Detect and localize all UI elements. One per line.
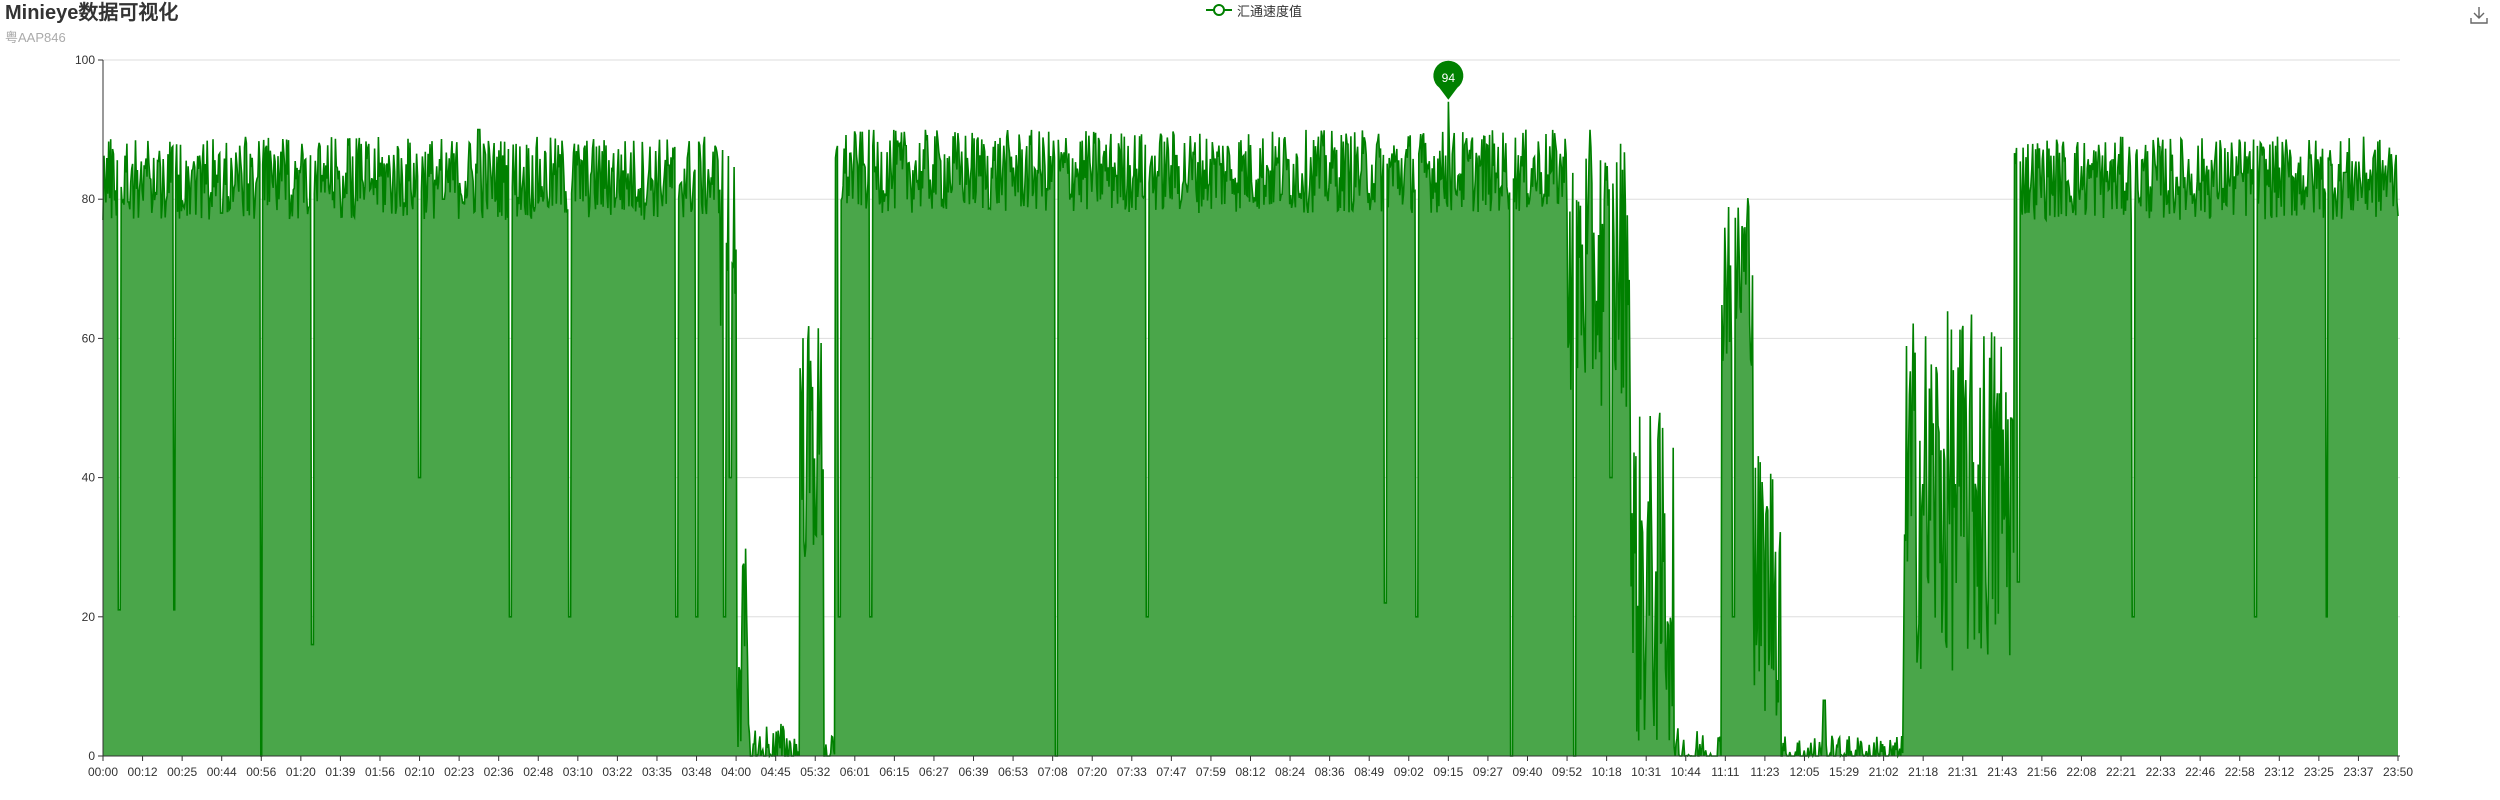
x-tick-label: 06:15 <box>879 765 909 779</box>
x-tick-label: 00:12 <box>128 765 158 779</box>
x-tick-label: 22:33 <box>2146 765 2176 779</box>
x-tick-label: 09:02 <box>1394 765 1424 779</box>
x-tick-label: 07:59 <box>1196 765 1226 779</box>
x-tick-label: 07:33 <box>1117 765 1147 779</box>
y-tick-label: 40 <box>82 471 96 485</box>
x-tick-label: 08:12 <box>1235 765 1265 779</box>
x-tick-label: 06:53 <box>998 765 1028 779</box>
x-tick-label: 00:00 <box>88 765 118 779</box>
max-pin-label: 94 <box>1442 71 1456 85</box>
save-image-button[interactable] <box>2468 4 2490 26</box>
x-tick-label: 02:23 <box>444 765 474 779</box>
x-tick-label: 02:36 <box>484 765 514 779</box>
chart-title: Minieye数据可视化 <box>5 2 179 24</box>
x-tick-label: 04:00 <box>721 765 751 779</box>
x-tick-label: 07:08 <box>1038 765 1068 779</box>
x-tick-label: 23:50 <box>2383 765 2413 779</box>
legend-line-circle-icon <box>1206 4 1232 16</box>
x-tick-label: 01:20 <box>286 765 316 779</box>
x-tick-label: 11:23 <box>1750 765 1779 779</box>
max-marker[interactable]: 94 <box>1433 60 1464 100</box>
x-tick-label: 12:05 <box>1789 765 1819 779</box>
x-tick-label: 01:39 <box>325 765 355 779</box>
x-tick-label: 21:31 <box>1948 765 1978 779</box>
x-tick-label: 09:27 <box>1473 765 1503 779</box>
x-tick-label: 22:46 <box>2185 765 2215 779</box>
x-tick-label: 22:58 <box>2225 765 2255 779</box>
x-tick-label: 02:10 <box>405 765 435 779</box>
x-tick-label: 00:25 <box>167 765 197 779</box>
x-tick-label: 23:12 <box>2264 765 2294 779</box>
x-tick-label: 21:18 <box>1908 765 1938 779</box>
x-tick-label: 22:08 <box>2066 765 2096 779</box>
x-tick-label: 10:31 <box>1631 765 1661 779</box>
x-tick-label: 09:52 <box>1552 765 1582 779</box>
x-tick-label: 08:36 <box>1315 765 1345 779</box>
x-tick-label: 03:22 <box>602 765 632 779</box>
x-tick-label: 00:44 <box>207 765 237 779</box>
x-tick-label: 03:10 <box>563 765 593 779</box>
x-tick-label: 06:01 <box>840 765 870 779</box>
series-line <box>102 101 2399 759</box>
y-tick-label: 60 <box>82 331 96 345</box>
x-tick-label: 03:35 <box>642 765 672 779</box>
x-tick-label: 08:49 <box>1354 765 1384 779</box>
x-tick-label: 23:25 <box>2304 765 2334 779</box>
x-tick-labels: 00:00 00:12 00:25 00:44 00:56 01:20 01:39 01:56… <box>88 756 2413 779</box>
y-tick-label: 100 <box>75 53 95 67</box>
legend-item[interactable]: 汇通速度值 <box>1206 0 1302 20</box>
x-tick-label: 11:11 <box>1711 765 1740 779</box>
y-tick-label: 0 <box>88 749 95 763</box>
series-area-fill <box>103 101 2398 757</box>
x-tick-label: 15:29 <box>1829 765 1859 779</box>
max-pin-marker[interactable] <box>1433 60 1464 100</box>
x-tick-label: 22:21 <box>2106 765 2136 779</box>
x-tick-label: 07:20 <box>1077 765 1107 779</box>
x-tick-label: 00:56 <box>246 765 276 779</box>
y-tick-label: 20 <box>82 610 96 624</box>
x-tick-label: 05:32 <box>800 765 830 779</box>
download-icon <box>2470 7 2488 24</box>
x-tick-label: 06:27 <box>919 765 949 779</box>
x-tick-label: 02:48 <box>523 765 553 779</box>
x-tick-label: 07:47 <box>1156 765 1186 779</box>
x-tick-label: 10:44 <box>1671 765 1701 779</box>
x-tick-label: 03:48 <box>682 765 712 779</box>
x-tick-label: 21:56 <box>2027 765 2057 779</box>
x-tick-label: 23:37 <box>2343 765 2373 779</box>
chart-subtitle: 粤AAP846 <box>5 30 66 45</box>
x-tick-label: 08:24 <box>1275 765 1305 779</box>
y-tick-labels: 0 20 40 60 80 100 <box>75 53 103 763</box>
x-tick-label: 10:18 <box>1592 765 1622 779</box>
x-tick-label: 09:40 <box>1512 765 1542 779</box>
y-tick-label: 80 <box>82 192 96 206</box>
axes <box>102 60 2400 757</box>
series-area <box>102 101 2399 759</box>
x-tick-label: 09:15 <box>1433 765 1463 779</box>
x-tick-label: 21:02 <box>1869 765 1899 779</box>
x-tick-label: 06:39 <box>959 765 989 779</box>
x-tick-label: 04:45 <box>761 765 791 779</box>
legend-label: 汇通速度值 <box>1237 3 1303 19</box>
x-tick-label: 21:43 <box>1987 765 2017 779</box>
x-tick-label: 01:56 <box>365 765 395 779</box>
